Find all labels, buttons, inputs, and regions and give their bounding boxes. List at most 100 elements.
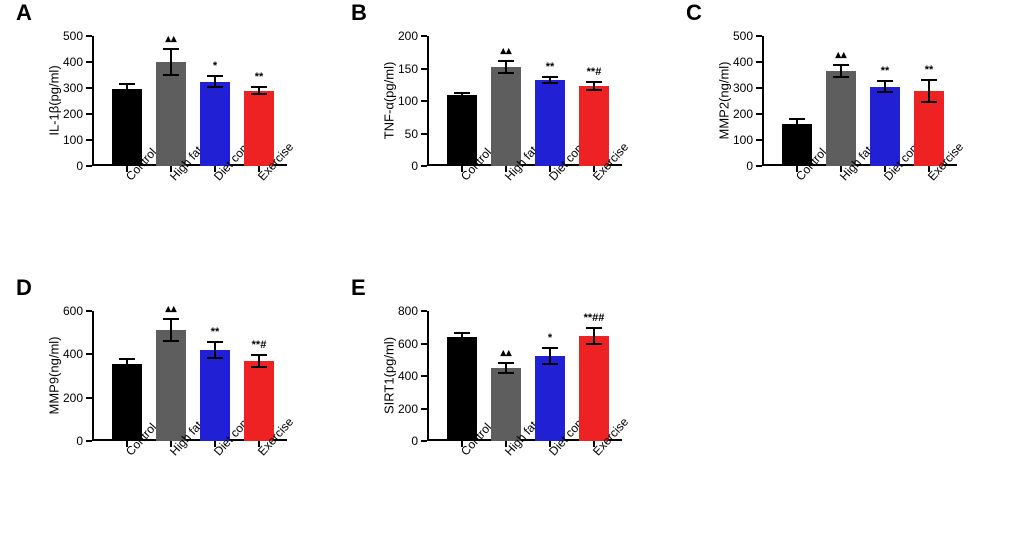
y-axis-label: TNF-α(pg/ml) [382, 41, 397, 161]
error-cap [454, 332, 470, 334]
y-tick-label: 200 [63, 391, 83, 405]
error-cap [833, 64, 849, 66]
y-tick [86, 310, 92, 312]
y-axis [92, 36, 94, 166]
error-cap [789, 128, 805, 130]
bar-exercise [244, 361, 274, 441]
error-cap [207, 341, 223, 343]
panel-A: A0100200300400500Control▴▴High fat diet*… [20, 8, 340, 273]
significance-marker: ▴▴ [165, 304, 176, 315]
error-cap [454, 92, 470, 94]
bar-diet-control [200, 350, 230, 441]
y-tick-label: 200 [398, 29, 418, 43]
y-tick-label: 500 [733, 29, 753, 43]
y-axis [427, 311, 429, 441]
y-tick [421, 165, 427, 167]
y-tick-label: 0 [76, 434, 83, 448]
plot-area: 0100200300400500Control▴▴High fat diet**… [762, 36, 957, 166]
panel-label: C [686, 0, 702, 26]
y-tick [756, 165, 762, 167]
y-tick-label: 200 [63, 107, 83, 121]
bar-control [447, 95, 477, 167]
y-tick-label: 200 [733, 107, 753, 121]
y-tick-label: 400 [398, 369, 418, 383]
error-cap [454, 340, 470, 342]
error-cap [498, 372, 514, 374]
error-bar [549, 348, 551, 364]
error-cap [542, 363, 558, 365]
error-cap [207, 75, 223, 77]
significance-marker: * [548, 333, 552, 344]
error-cap [586, 343, 602, 345]
y-tick-label: 100 [398, 94, 418, 108]
y-tick [86, 35, 92, 37]
y-tick-label: 200 [398, 402, 418, 416]
significance-marker: **## [584, 313, 605, 324]
panel-label: E [351, 275, 366, 301]
y-axis-label: MMP9(ng/ml) [47, 316, 62, 436]
panel-B: B050100150200Control▴▴High fat diet**Die… [355, 8, 675, 273]
y-tick [86, 61, 92, 63]
y-tick [421, 310, 427, 312]
significance-marker: * [213, 61, 217, 72]
y-tick [86, 87, 92, 89]
y-tick-label: 300 [733, 81, 753, 95]
error-cap [119, 93, 135, 95]
y-axis-label: IL-1β(pg/ml) [47, 41, 62, 161]
error-bar [214, 342, 216, 357]
error-cap [454, 95, 470, 97]
significance-marker: ▴▴ [165, 34, 176, 45]
bar-diet-control [200, 82, 230, 167]
error-cap [119, 358, 135, 360]
significance-marker: **# [252, 340, 267, 351]
panel-label: A [16, 0, 32, 26]
significance-marker: ** [546, 62, 555, 73]
error-cap [833, 76, 849, 78]
panel-E: E0200400600800Control▴▴High fat diet*Die… [355, 283, 675, 548]
error-cap [119, 369, 135, 371]
error-cap [251, 86, 267, 88]
plot-area: 0200400600800Control▴▴High fat diet*Diet… [427, 311, 622, 441]
error-cap [119, 83, 135, 85]
y-tick-label: 100 [63, 133, 83, 147]
bar-diet-control [870, 87, 900, 166]
y-tick [421, 343, 427, 345]
significance-marker: ** [881, 66, 890, 77]
error-cap [163, 74, 179, 76]
error-cap [586, 327, 602, 329]
y-tick-label: 500 [63, 29, 83, 43]
y-tick [756, 113, 762, 115]
y-tick [421, 100, 427, 102]
y-tick [86, 113, 92, 115]
error-cap [163, 318, 179, 320]
bar-exercise [579, 86, 609, 166]
significance-marker: ▴▴ [835, 50, 846, 61]
y-tick-label: 50 [405, 127, 418, 141]
error-cap [207, 86, 223, 88]
error-cap [498, 362, 514, 364]
significance-marker: ▴▴ [500, 46, 511, 57]
y-tick [86, 397, 92, 399]
y-axis-label: MMP2(ng/ml) [717, 41, 732, 161]
error-cap [586, 81, 602, 83]
significance-marker: ** [211, 327, 220, 338]
significance-marker: ** [925, 65, 934, 76]
error-cap [877, 80, 893, 82]
bar-high-fat-diet [491, 368, 521, 441]
bar-high-fat-diet [491, 67, 521, 166]
plot-area: 0200400600Control▴▴High fat diet**Diet c… [92, 311, 287, 441]
y-tick-label: 600 [398, 337, 418, 351]
y-tick [86, 165, 92, 167]
error-cap [251, 366, 267, 368]
y-tick [756, 61, 762, 63]
y-tick-label: 100 [733, 133, 753, 147]
y-tick-label: 600 [63, 304, 83, 318]
y-axis [92, 311, 94, 441]
bar-control [112, 364, 142, 441]
panel-C: C0100200300400500Control▴▴High fat diet*… [690, 8, 1010, 273]
error-cap [542, 82, 558, 84]
bar-diet-control [535, 356, 565, 441]
error-cap [498, 60, 514, 62]
bar-control [112, 89, 142, 166]
y-tick-label: 0 [76, 159, 83, 173]
